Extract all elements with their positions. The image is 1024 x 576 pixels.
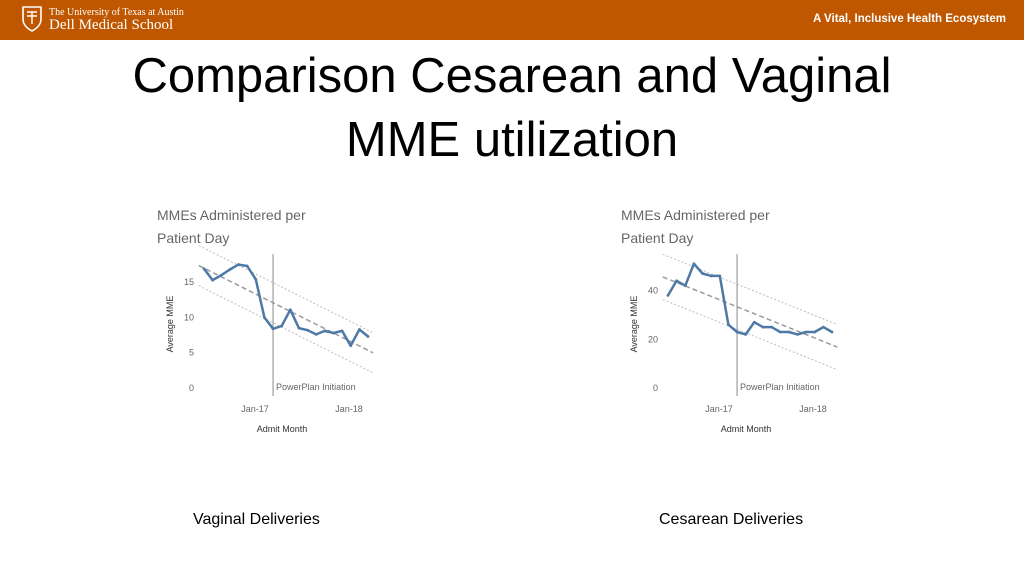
data-point [778, 330, 782, 334]
data-point [254, 277, 258, 281]
page-title: Comparison Cesarean and Vaginal MME util… [0, 44, 1024, 172]
data-point [675, 279, 679, 283]
x-tick-label: Jan-18 [335, 404, 363, 414]
x-axis-label: Admit Month [257, 424, 308, 434]
data-point [349, 344, 353, 348]
data-point [297, 326, 301, 330]
confidence-band-line [198, 245, 374, 334]
x-tick-label: Jan-17 [705, 404, 733, 414]
data-point [666, 294, 670, 297]
powerplan-annotation: PowerPlan Initiation [740, 382, 820, 392]
data-point [237, 263, 240, 266]
chart-svg: MMEs Administered per Patient Day Average … [157, 207, 374, 434]
y-axis-label: Average MME [629, 296, 639, 353]
confidence-band-line [662, 253, 838, 325]
tagline: A Vital, Inclusive Health Ecosystem [812, 13, 1006, 25]
data-point [813, 330, 817, 334]
confidence-band-line [662, 299, 838, 371]
data-point [727, 323, 730, 327]
chart-title-line-2: Patient Day [621, 230, 693, 246]
shield-icon [22, 6, 42, 32]
data-point [245, 264, 249, 268]
data-point [280, 324, 284, 328]
data-point [761, 325, 765, 329]
data-point [787, 330, 791, 334]
data-point [314, 333, 318, 336]
y-tick-label: 20 [648, 334, 658, 344]
university-logo[interactable]: The University of Texas at Austin Dell M… [22, 6, 192, 34]
data-point [752, 320, 756, 324]
y-axis-label: Average MME [165, 296, 175, 353]
data-point [306, 328, 309, 332]
chart-title-line-1: MMEs Administered per [621, 207, 770, 223]
chart-svg: MMEs Administered per Patient Day Average … [621, 207, 838, 434]
data-point [340, 329, 344, 333]
data-point [701, 272, 704, 275]
data-point [219, 273, 223, 277]
powerplan-annotation: PowerPlan Initiation [276, 382, 356, 392]
x-tick-label: Jan-18 [799, 404, 827, 414]
school-name: Dell Medical School [49, 17, 174, 33]
data-point [709, 274, 713, 278]
trend-line [198, 264, 374, 354]
data-point [211, 278, 215, 282]
cesarean-caption: Cesarean Deliveries [659, 511, 804, 528]
data-point [692, 262, 696, 266]
data-point [366, 335, 370, 338]
data-point [323, 329, 327, 333]
data-point [718, 274, 722, 278]
series-line [666, 262, 833, 336]
university-name: The University of Texas at Austin [49, 7, 184, 18]
x-tick-label: Jan-17 [241, 404, 269, 414]
confidence-band-line [198, 285, 374, 374]
header-bar: The University of Texas at Austin Dell M… [0, 0, 1024, 40]
title-line-1: Comparison Cesarean and Vaginal [132, 49, 892, 103]
vaginal-caption: Vaginal Deliveries [193, 511, 320, 528]
y-tick-label: 15 [184, 277, 194, 287]
y-tick-label: 10 [184, 312, 194, 322]
y-tick-label: 40 [648, 286, 658, 296]
chart-title-line-1: MMEs Administered per [157, 207, 306, 223]
data-point [288, 308, 292, 312]
data-point [263, 316, 266, 319]
vaginal-mme-chart: MMEs Administered per Patient Day Average … [146, 196, 386, 442]
data-point [796, 333, 799, 336]
y-tick-label: 0 [189, 383, 194, 393]
data-point [744, 333, 748, 336]
data-point [830, 330, 834, 334]
title-line-2: MME utilization [345, 113, 679, 167]
series-line [203, 263, 369, 347]
data-point [770, 325, 773, 329]
y-tick-label: 0 [653, 383, 658, 393]
data-point [332, 331, 335, 335]
data-point [202, 267, 206, 271]
data-point [357, 328, 361, 331]
data-point [228, 268, 232, 271]
data-point [271, 327, 275, 331]
x-axis-label: Admit Month [721, 424, 772, 434]
data-point [821, 325, 825, 329]
y-tick-label: 5 [189, 348, 194, 358]
trend-line [662, 276, 838, 348]
data-point [735, 330, 739, 334]
chart-title-line-2: Patient Day [157, 230, 229, 246]
cesarean-mme-chart: MMEs Administered per Patient Day Average … [610, 196, 850, 442]
data-point [804, 330, 808, 334]
data-point [683, 284, 687, 288]
